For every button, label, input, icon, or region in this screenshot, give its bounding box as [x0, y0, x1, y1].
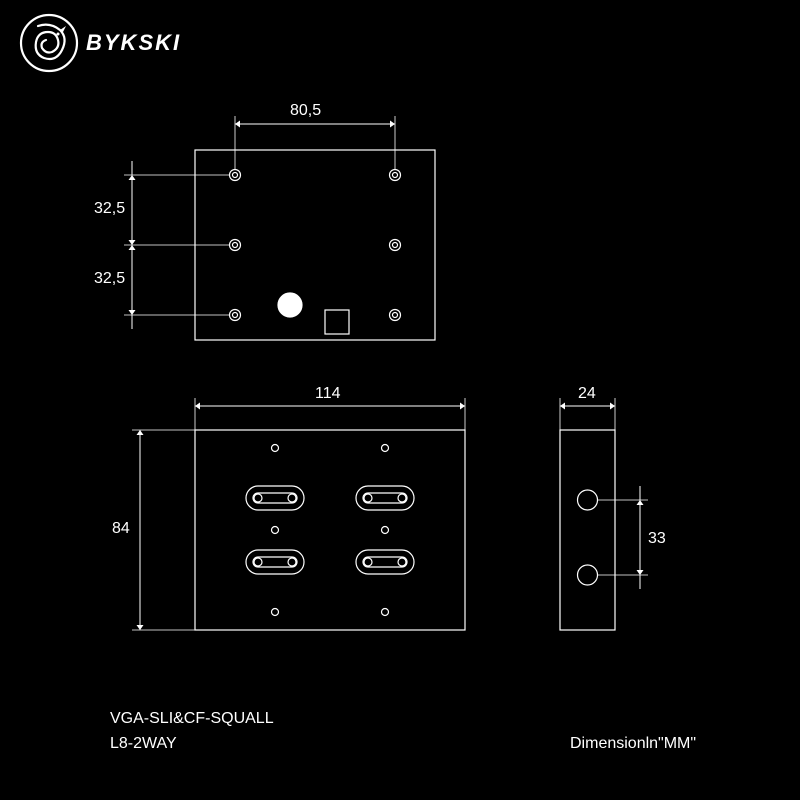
dimension-note: Dimensionln"MM" [570, 735, 696, 753]
dim-side-width: 24 [578, 385, 596, 403]
engineering-drawing [0, 0, 800, 800]
model-number: VGA-SLI&CF-SQUALL [110, 710, 274, 728]
brand-text: BYKSKI [86, 30, 181, 56]
dim-bottom-height: 84 [112, 520, 130, 538]
dim-top-width: 80,5 [290, 102, 321, 120]
dragon-icon [18, 12, 80, 74]
dim-bottom-width: 114 [315, 385, 341, 403]
model-variant: L8-2WAY [110, 735, 177, 753]
dim-left-upper: 32,5 [94, 200, 125, 218]
dim-side-spacing: 33 [648, 530, 666, 548]
brand-logo: BYKSKI [18, 12, 181, 74]
dim-left-lower: 32,5 [94, 270, 125, 288]
